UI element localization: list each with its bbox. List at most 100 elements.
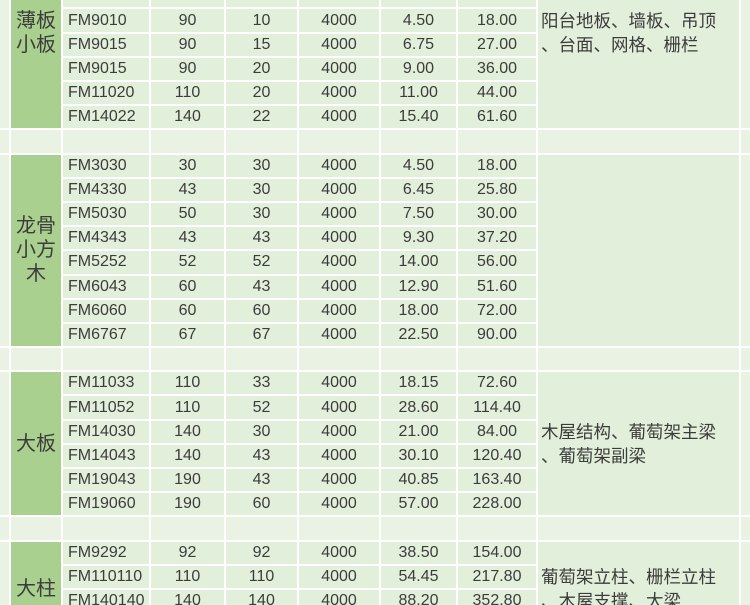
thickness-cell[interactable]: 43 [226,444,297,468]
length-cell[interactable]: 4000 [299,469,379,492]
model-cell[interactable]: FM5030 [63,202,149,226]
model-cell[interactable]: FM9292 [63,541,149,564]
thickness-cell[interactable]: 43 [226,469,297,492]
thickness-cell[interactable]: 15 [226,0,297,8]
width-cell[interactable]: 140 [151,420,224,443]
unit-value-cell[interactable]: 21.00 [381,420,456,443]
total-value-cell[interactable]: 27.00 [458,33,536,56]
model-cell[interactable]: FM4330 [63,178,149,201]
model-cell[interactable]: FM14030 [63,420,149,443]
thickness-cell[interactable]: 30 [226,178,297,201]
total-value-cell[interactable]: 217.80 [458,565,536,588]
total-value-cell[interactable]: 114.40 [458,396,536,419]
thickness-cell[interactable]: 60 [226,493,297,516]
unit-value-cell[interactable]: 5.25 [381,0,456,8]
model-cell[interactable]: FM19043 [63,469,149,492]
total-value-cell[interactable]: 90.00 [458,323,536,347]
thickness-cell[interactable]: 10 [226,9,297,32]
length-cell[interactable]: 4000 [299,275,379,298]
usage-cell[interactable]: 木屋结构、葡萄架主梁 、葡萄架副梁 [538,372,739,516]
total-value-cell[interactable]: 25.80 [458,178,536,201]
unit-value-cell[interactable]: 22.50 [381,323,456,347]
total-value-cell[interactable]: 84.00 [458,420,536,443]
total-value-cell[interactable]: 154.00 [458,541,536,564]
length-cell[interactable]: 4000 [299,565,379,588]
width-cell[interactable]: 190 [151,469,224,492]
category-cell[interactable]: 大板 [11,372,61,516]
length-cell[interactable]: 4000 [299,227,379,250]
length-cell[interactable]: 4000 [299,299,379,322]
unit-value-cell[interactable]: 30.10 [381,444,456,468]
model-cell[interactable]: FM19060 [63,493,149,516]
model-cell[interactable]: FM11020 [63,82,149,105]
unit-value-cell[interactable]: 11.00 [381,82,456,105]
thickness-cell[interactable]: 92 [226,541,297,564]
width-cell[interactable]: 110 [151,82,224,105]
model-cell[interactable]: FM110110 [63,565,149,588]
thickness-cell[interactable]: 20 [226,82,297,105]
model-cell[interactable]: FM9015 [63,57,149,81]
unit-value-cell[interactable]: 4.50 [381,9,456,32]
width-cell[interactable]: 92 [151,541,224,564]
length-cell[interactable]: 4000 [299,323,379,347]
unit-value-cell[interactable]: 15.40 [381,106,456,129]
total-value-cell[interactable]: 228.00 [458,493,536,516]
width-cell[interactable]: 190 [151,493,224,516]
length-cell[interactable]: 4000 [299,178,379,201]
model-cell[interactable]: FM6043 [63,275,149,298]
length-cell[interactable]: 4000 [299,9,379,32]
length-cell[interactable]: 4000 [299,0,379,8]
model-cell[interactable]: FM11052 [63,396,149,419]
unit-value-cell[interactable]: 28.60 [381,396,456,419]
length-cell[interactable]: 4000 [299,493,379,516]
thickness-cell[interactable]: 52 [226,396,297,419]
thickness-cell[interactable]: 140 [226,589,297,605]
length-cell[interactable]: 4000 [299,589,379,605]
length-cell[interactable]: 4000 [299,541,379,564]
unit-value-cell[interactable]: 7.50 [381,202,456,226]
total-value-cell[interactable]: 61.60 [458,106,536,129]
width-cell[interactable]: 110 [151,565,224,588]
total-value-cell[interactable]: 18.00 [458,9,536,32]
length-cell[interactable]: 4000 [299,106,379,129]
width-cell[interactable]: 90 [151,33,224,56]
length-cell[interactable]: 4000 [299,33,379,56]
width-cell[interactable]: 43 [151,178,224,201]
width-cell[interactable]: 43 [151,227,224,250]
model-cell[interactable]: FM6767 [63,323,149,347]
unit-value-cell[interactable]: 38.50 [381,541,456,564]
thickness-cell[interactable]: 33 [226,372,297,395]
usage-cell[interactable]: 阳台地板、墙板、吊顶 、台面、网格、栅栏 [538,0,739,129]
thickness-cell[interactable]: 30 [226,202,297,226]
unit-value-cell[interactable]: 88.20 [381,589,456,605]
length-cell[interactable]: 4000 [299,202,379,226]
total-value-cell[interactable]: 72.60 [458,372,536,395]
thickness-cell[interactable]: 110 [226,565,297,588]
total-value-cell[interactable]: 163.40 [458,469,536,492]
width-cell[interactable]: 67 [151,323,224,347]
thickness-cell[interactable]: 20 [226,57,297,81]
usage-cell[interactable] [538,154,739,347]
usage-cell[interactable]: 葡萄架立柱、栅栏立柱 、木屋支撑、大梁 [538,541,739,605]
total-value-cell[interactable]: 30.00 [458,202,536,226]
width-cell[interactable]: 60 [151,275,224,298]
unit-value-cell[interactable]: 6.45 [381,178,456,201]
thickness-cell[interactable]: 15 [226,33,297,56]
width-cell[interactable]: 140 [151,444,224,468]
thickness-cell[interactable]: 30 [226,420,297,443]
unit-value-cell[interactable]: 18.00 [381,299,456,322]
length-cell[interactable]: 4000 [299,57,379,81]
length-cell[interactable]: 4000 [299,396,379,419]
unit-value-cell[interactable]: 14.00 [381,251,456,274]
thickness-cell[interactable]: 43 [226,227,297,250]
unit-value-cell[interactable]: 9.00 [381,57,456,81]
total-value-cell[interactable]: 56.00 [458,251,536,274]
thickness-cell[interactable]: 43 [226,275,297,298]
total-value-cell[interactable]: 44.00 [458,82,536,105]
width-cell[interactable]: 140 [151,589,224,605]
category-cell[interactable]: 龙骨小方木 [11,154,61,347]
model-cell[interactable]: FM6060 [63,299,149,322]
total-value-cell[interactable]: 37.20 [458,227,536,250]
length-cell[interactable]: 4000 [299,251,379,274]
total-value-cell[interactable]: 352.80 [458,589,536,605]
